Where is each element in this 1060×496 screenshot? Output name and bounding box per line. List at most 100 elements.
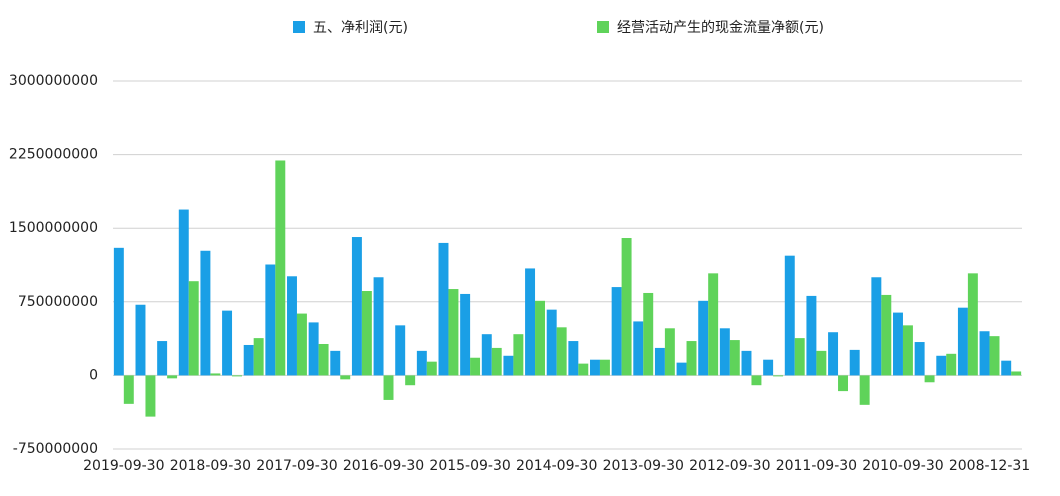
bar bbox=[859, 375, 870, 405]
bar bbox=[351, 237, 362, 376]
bar bbox=[178, 209, 189, 376]
bar bbox=[957, 307, 968, 376]
bar bbox=[794, 338, 805, 376]
bar bbox=[287, 276, 297, 376]
bar bbox=[438, 242, 449, 376]
bar bbox=[708, 273, 719, 376]
legend-swatch bbox=[293, 21, 305, 33]
bar bbox=[481, 334, 492, 376]
y-tick-label: 2250000000 bbox=[9, 147, 98, 163]
bar bbox=[416, 350, 427, 376]
bar bbox=[1011, 371, 1022, 376]
bar bbox=[654, 347, 665, 376]
bar bbox=[373, 277, 384, 376]
bar bbox=[253, 338, 264, 376]
bar bbox=[232, 375, 242, 377]
bar bbox=[676, 362, 687, 376]
x-tick-label: 2016-09-30 bbox=[343, 458, 424, 474]
bar bbox=[936, 355, 947, 376]
bar bbox=[902, 325, 913, 376]
bar bbox=[838, 375, 848, 392]
bar bbox=[828, 332, 839, 376]
bar bbox=[210, 373, 221, 376]
bar bbox=[318, 343, 329, 376]
bar bbox=[599, 359, 610, 376]
bar bbox=[643, 292, 654, 376]
bar bbox=[578, 363, 589, 376]
bar bbox=[200, 250, 211, 376]
bar bbox=[698, 300, 709, 376]
bar bbox=[686, 341, 697, 376]
y-tick-label: 3000000000 bbox=[9, 73, 98, 89]
bar bbox=[513, 334, 524, 376]
bar bbox=[330, 350, 341, 376]
bar bbox=[946, 353, 957, 376]
bar bbox=[470, 357, 481, 376]
bar bbox=[773, 375, 784, 377]
bar bbox=[265, 264, 276, 376]
bar bbox=[503, 355, 514, 376]
bar bbox=[491, 347, 502, 376]
bar bbox=[296, 313, 307, 376]
x-tick-label: 2012-09-30 bbox=[689, 458, 770, 474]
bar bbox=[405, 375, 416, 386]
x-tick-label: 2017-09-30 bbox=[256, 458, 337, 474]
bar bbox=[611, 287, 622, 376]
bar bbox=[113, 247, 124, 376]
bar bbox=[871, 277, 882, 376]
y-tick-label: 1500000000 bbox=[9, 220, 98, 236]
bar bbox=[763, 359, 774, 376]
bar bbox=[816, 350, 827, 376]
bar bbox=[556, 327, 567, 376]
bar bbox=[340, 375, 351, 380]
x-tick-label: 2015-09-30 bbox=[429, 458, 510, 474]
x-tick-label: 2018-09-30 bbox=[170, 458, 251, 474]
legend-label: 经营活动产生的现金流量净额(元) bbox=[617, 20, 824, 36]
x-tick-label: 2011-09-30 bbox=[776, 458, 857, 474]
bar bbox=[751, 375, 762, 386]
bar bbox=[145, 375, 156, 417]
bar bbox=[395, 325, 406, 376]
bar bbox=[275, 160, 286, 376]
bar bbox=[1001, 360, 1012, 376]
bar bbox=[135, 304, 146, 376]
bar bbox=[590, 359, 600, 376]
bar bbox=[989, 336, 1000, 376]
x-tick-label: 2010-09-30 bbox=[862, 458, 943, 474]
bar bbox=[729, 340, 740, 376]
bar bbox=[188, 281, 199, 376]
y-tick-label: 0 bbox=[89, 367, 98, 383]
bar bbox=[849, 349, 860, 376]
bar bbox=[525, 268, 536, 376]
bar bbox=[784, 255, 795, 376]
bar bbox=[664, 328, 675, 376]
bar bbox=[924, 375, 935, 383]
y-tick-label: 750000000 bbox=[18, 294, 98, 310]
x-tick-label: 2013-09-30 bbox=[603, 458, 684, 474]
bar bbox=[123, 375, 134, 404]
bar bbox=[979, 331, 990, 376]
bar bbox=[621, 238, 632, 376]
bar bbox=[967, 273, 978, 376]
x-tick-label: 2014-09-30 bbox=[516, 458, 597, 474]
bar bbox=[448, 289, 459, 376]
bar bbox=[806, 295, 817, 376]
legend-swatch bbox=[597, 21, 609, 33]
bar bbox=[719, 328, 730, 376]
bar bbox=[361, 291, 372, 376]
bar bbox=[426, 361, 437, 376]
bar bbox=[308, 322, 319, 376]
y-tick-label: -750000000 bbox=[13, 441, 98, 457]
legend-label: 五、净利润(元) bbox=[313, 20, 408, 36]
bar bbox=[243, 344, 254, 376]
bar bbox=[881, 294, 892, 376]
bar bbox=[535, 300, 545, 376]
bar bbox=[633, 321, 644, 376]
bar bbox=[157, 341, 168, 376]
bar bbox=[893, 312, 903, 376]
bar bbox=[222, 310, 233, 376]
bar bbox=[383, 375, 394, 400]
x-tick-label: 2008-12-31 bbox=[949, 458, 1030, 474]
bar bbox=[568, 341, 579, 376]
